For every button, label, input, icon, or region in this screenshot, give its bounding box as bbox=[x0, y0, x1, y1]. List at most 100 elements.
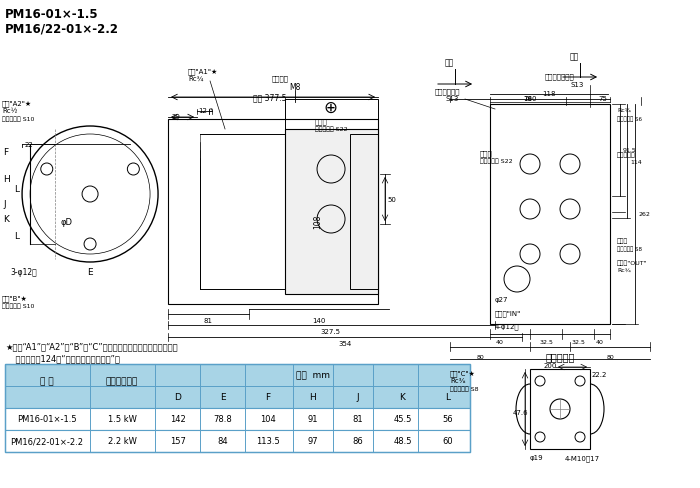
Text: 电机输出功率: 电机输出功率 bbox=[106, 377, 138, 386]
Text: 吸入口详情: 吸入口详情 bbox=[545, 351, 575, 361]
Text: 22.2: 22.2 bbox=[592, 371, 608, 377]
Text: 3: 3 bbox=[208, 108, 212, 113]
Text: Rc¾: Rc¾ bbox=[617, 267, 631, 272]
Text: 接口"A2"★: 接口"A2"★ bbox=[2, 100, 32, 106]
Text: 接口"C"★: 接口"C"★ bbox=[450, 369, 476, 376]
Text: 47.6: 47.6 bbox=[512, 409, 528, 415]
Text: 113.5: 113.5 bbox=[256, 437, 279, 446]
Text: 157: 157 bbox=[169, 437, 186, 446]
Text: 108: 108 bbox=[314, 215, 323, 229]
Bar bbox=[5, 430, 470, 452]
Text: 起吊螺钉: 起吊螺钉 bbox=[272, 75, 288, 81]
Text: PM16-01×-1.5: PM16-01×-1.5 bbox=[18, 415, 77, 424]
Text: Rc⅜: Rc⅜ bbox=[450, 377, 466, 383]
Text: 油塞内六觓 S22: 油塞内六觓 S22 bbox=[315, 126, 348, 131]
Text: 327.5: 327.5 bbox=[320, 328, 340, 334]
Text: 油塞内六觓 S8: 油塞内六觓 S8 bbox=[617, 245, 642, 251]
Text: L: L bbox=[14, 231, 19, 241]
Text: PM16/22-01×-2.2: PM16/22-01×-2.2 bbox=[5, 22, 119, 35]
Text: φ27: φ27 bbox=[495, 296, 508, 303]
Text: 76: 76 bbox=[524, 96, 533, 102]
Text: 81: 81 bbox=[204, 317, 213, 324]
Text: 12: 12 bbox=[199, 108, 207, 114]
Text: F: F bbox=[3, 148, 8, 157]
Text: 接口"A1"★: 接口"A1"★ bbox=[188, 68, 218, 75]
Text: K: K bbox=[3, 215, 9, 224]
Text: S13: S13 bbox=[445, 96, 458, 102]
Text: 油塞内六觓 S10: 油塞内六觓 S10 bbox=[2, 303, 34, 308]
Text: 86: 86 bbox=[352, 437, 363, 446]
Text: 4-M10淲17: 4-M10淲17 bbox=[565, 454, 600, 461]
Text: 油塞内六觓 S10: 油塞内六觓 S10 bbox=[2, 116, 34, 122]
Text: 114: 114 bbox=[630, 159, 642, 164]
Text: ★接口“A1”、“A2”、“B”、“C”按安装姿势不同使用目的也不同。: ★接口“A1”、“A2”、“B”、“C”按安装姿势不同使用目的也不同。 bbox=[5, 341, 178, 350]
Text: J: J bbox=[3, 200, 6, 208]
Bar bbox=[5, 408, 470, 430]
Text: 80: 80 bbox=[476, 354, 484, 359]
Text: Rc½: Rc½ bbox=[2, 108, 18, 114]
Text: 排气口: 排气口 bbox=[617, 238, 629, 243]
Text: 加油口: 加油口 bbox=[315, 118, 328, 124]
Bar bbox=[168, 120, 378, 305]
Text: 压力调节螺钉: 压力调节螺钉 bbox=[435, 88, 461, 94]
Text: L: L bbox=[14, 184, 19, 194]
Text: 升压: 升压 bbox=[445, 58, 454, 67]
Text: 油塞内六觓 S6: 油塞内六觓 S6 bbox=[617, 116, 642, 122]
Bar bbox=[5, 364, 470, 452]
Text: 输出口"OUT": 输出口"OUT" bbox=[617, 260, 648, 265]
Text: 减小: 减小 bbox=[570, 52, 580, 61]
Text: 1.5 kW: 1.5 kW bbox=[108, 415, 136, 424]
Text: 91.5: 91.5 bbox=[623, 148, 637, 153]
Text: H: H bbox=[3, 175, 10, 183]
Text: 45.5: 45.5 bbox=[393, 415, 412, 424]
Text: 40: 40 bbox=[596, 339, 604, 345]
Text: 60: 60 bbox=[442, 437, 453, 446]
Text: 354: 354 bbox=[338, 340, 351, 346]
Text: 75: 75 bbox=[598, 96, 608, 102]
Bar bbox=[530, 369, 590, 449]
Text: 118: 118 bbox=[542, 91, 556, 97]
Text: 型 号: 型 号 bbox=[41, 377, 54, 386]
Text: 48.5: 48.5 bbox=[393, 437, 412, 446]
Text: 84: 84 bbox=[217, 437, 228, 446]
Text: 3-φ12孔: 3-φ12孔 bbox=[10, 267, 37, 276]
Text: H: H bbox=[309, 393, 316, 402]
Text: 78.8: 78.8 bbox=[214, 415, 232, 424]
Text: 32.5: 32.5 bbox=[539, 339, 553, 345]
Text: D: D bbox=[174, 393, 181, 402]
Text: 油塞内六觓 S8: 油塞内六觓 S8 bbox=[450, 385, 479, 391]
Text: E: E bbox=[87, 267, 92, 276]
Text: 97: 97 bbox=[307, 437, 318, 446]
Text: E: E bbox=[220, 393, 225, 402]
Text: 加油口: 加油口 bbox=[480, 150, 493, 156]
Text: PM16/22-01×-2.2: PM16/22-01×-2.2 bbox=[10, 437, 83, 446]
Text: 最大 377.5: 最大 377.5 bbox=[253, 93, 287, 102]
Text: 180: 180 bbox=[524, 96, 537, 102]
Text: 接口"B"★: 接口"B"★ bbox=[2, 294, 28, 301]
Text: J: J bbox=[356, 393, 359, 402]
Text: 吸入口"IN": 吸入口"IN" bbox=[495, 309, 522, 316]
Text: 流量调节器螺钉: 流量调节器螺钉 bbox=[545, 73, 575, 80]
Text: 详情请参见124页“电机泵使用注意事项”。: 详情请参见124页“电机泵使用注意事项”。 bbox=[5, 353, 120, 362]
Text: Rc¼: Rc¼ bbox=[617, 108, 631, 113]
Text: 262: 262 bbox=[638, 212, 650, 217]
Text: 56: 56 bbox=[442, 415, 453, 424]
Text: 91: 91 bbox=[307, 415, 318, 424]
Text: F: F bbox=[265, 393, 270, 402]
Text: 29: 29 bbox=[172, 114, 181, 120]
Text: 油塞内六觓 S22: 油塞内六觓 S22 bbox=[480, 158, 512, 163]
Text: PM16-01×-1.5: PM16-01×-1.5 bbox=[5, 8, 99, 21]
Text: 32.5: 32.5 bbox=[571, 339, 585, 345]
Text: 200: 200 bbox=[543, 362, 556, 368]
Text: 40: 40 bbox=[496, 339, 504, 345]
Text: 80: 80 bbox=[606, 354, 614, 359]
Text: S13: S13 bbox=[570, 82, 583, 88]
Text: M8: M8 bbox=[289, 83, 301, 92]
Text: 140: 140 bbox=[312, 317, 326, 324]
Text: 104: 104 bbox=[260, 415, 275, 424]
Text: ⊕: ⊕ bbox=[323, 99, 337, 117]
Text: φ19: φ19 bbox=[530, 454, 544, 460]
Text: 2.2 kW: 2.2 kW bbox=[108, 437, 136, 446]
Text: L: L bbox=[445, 393, 450, 402]
Text: 4-φ12孔: 4-φ12孔 bbox=[495, 323, 519, 329]
